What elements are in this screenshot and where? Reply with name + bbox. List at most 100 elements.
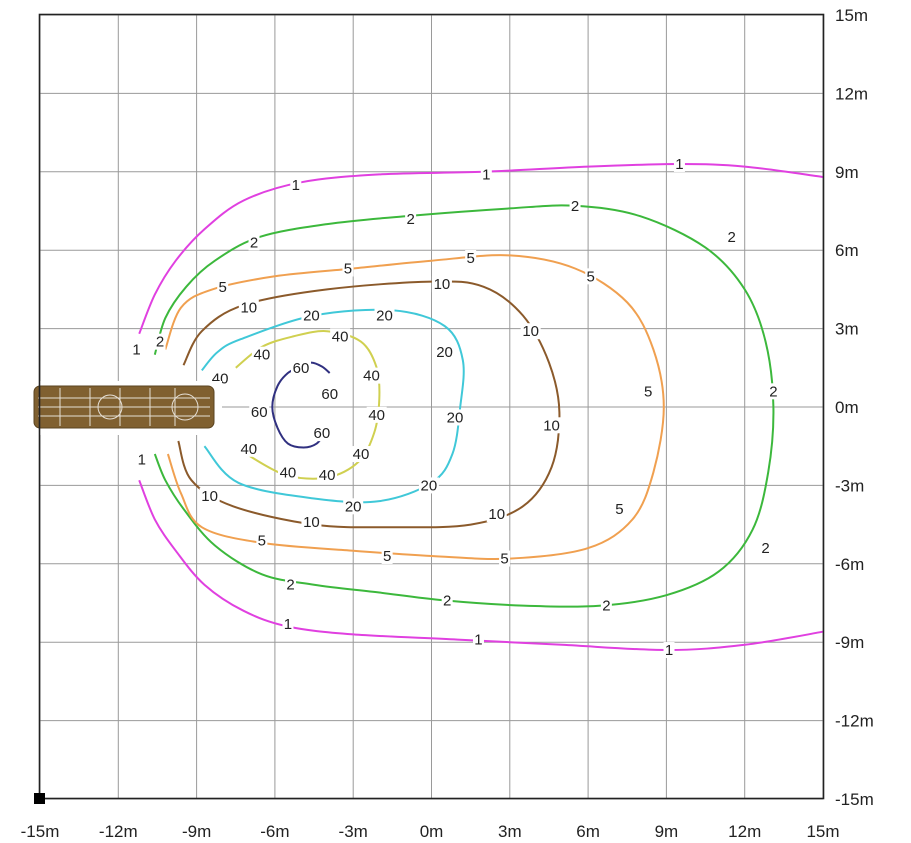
contour-label-bg [311, 425, 332, 442]
y-tick-label: -6m [835, 555, 864, 574]
light-fixture-icon [22, 381, 222, 435]
y-tick-label: 3m [835, 320, 859, 339]
contour-label-1: 1 [292, 177, 300, 194]
x-tick-label: -15m [21, 822, 60, 841]
contour-label-bg [434, 344, 455, 361]
y-tick-label: -3m [835, 476, 864, 495]
contour-label-10: 10 [522, 323, 539, 340]
x-tick-label: -12m [99, 822, 138, 841]
contour-label-bg [282, 615, 294, 632]
x-axis-tick-labels: -15m -12m -9m -6m -3m 0m 3m 6m 9m 12m 15m [21, 822, 840, 841]
contour-label-5: 5 [383, 548, 391, 565]
contour-label-bg [374, 307, 395, 324]
contour-label-bg [277, 464, 298, 481]
contour-label-2: 2 [602, 598, 610, 615]
contour-label-40: 40 [319, 467, 336, 484]
contour-label-bg [441, 592, 453, 609]
contour-label-40: 40 [280, 464, 297, 481]
contour-label-1: 1 [474, 632, 482, 649]
contour-label-bg [361, 367, 382, 384]
contour-label-2: 2 [761, 540, 769, 557]
y-tick-label: -12m [835, 712, 874, 731]
contour-label-2: 2 [156, 334, 164, 351]
contour-label-bg [726, 229, 738, 246]
contour-label-bg [199, 487, 220, 504]
contour-label-5: 5 [344, 260, 352, 277]
contour-label-bg [767, 383, 779, 400]
contour-label-bg [499, 550, 511, 567]
contour-label-1: 1 [482, 166, 490, 183]
contour-label-2: 2 [406, 211, 414, 228]
y-tick-label: 0m [835, 398, 859, 417]
contour-label-bg [541, 417, 562, 434]
contour-label-bg [317, 466, 338, 483]
contour-label-10: 10 [488, 506, 505, 523]
contour-label-5: 5 [219, 279, 227, 296]
contour-line-5-3 [164, 254, 665, 560]
contour-label-40: 40 [368, 407, 385, 424]
contour-label-5: 5 [644, 383, 652, 400]
contour-label-10: 10 [543, 417, 560, 434]
contour-label-bg [342, 260, 354, 277]
contour-line-1-0 [138, 162, 824, 335]
contour-label-2: 2 [443, 592, 451, 609]
contour-label-20: 20 [303, 308, 320, 325]
contour-label-bg [642, 383, 654, 400]
contour-label-2: 2 [286, 577, 294, 594]
contour-label-bg [381, 547, 393, 564]
contour-label-bg [248, 234, 260, 251]
x-tick-label: -3m [339, 822, 368, 841]
contour-label-2: 2 [727, 229, 735, 246]
contour-label-2: 2 [571, 198, 579, 215]
contour-label-20: 20 [345, 498, 362, 515]
contour-line-10-4 [177, 280, 561, 529]
contour-label-bg [256, 532, 268, 549]
contour-label-bg [319, 385, 340, 402]
contour-label-10: 10 [201, 488, 218, 505]
contour-label-bg [249, 404, 270, 421]
contour-label-20: 20 [376, 308, 393, 325]
contour-label-bg [343, 498, 364, 515]
contour-label-bg [431, 276, 452, 293]
x-tick-label: 15m [806, 822, 839, 841]
origin-marker [34, 793, 45, 804]
contour-label-bg [131, 341, 143, 358]
contour-label-1: 1 [665, 642, 673, 659]
contour-label-bg [238, 440, 259, 457]
y-tick-label: 12m [835, 84, 868, 103]
contour-label-10: 10 [240, 300, 257, 317]
contour-label-bg [480, 166, 492, 183]
contour-label-bg [613, 500, 625, 517]
y-tick-label: -9m [835, 633, 864, 652]
contour-label-bg [444, 409, 465, 426]
contour-label-5: 5 [615, 501, 623, 518]
contour-label-2: 2 [769, 383, 777, 400]
contour-label-20: 20 [421, 477, 438, 494]
contour-label-1: 1 [138, 451, 146, 468]
y-axis-tick-labels: 15m 12m 9m 6m 3m 0m -3m -6m -9m -12m -15m [835, 6, 874, 809]
contour-label-bg [673, 155, 685, 172]
contour-label-40: 40 [363, 368, 380, 385]
contour-label-20: 20 [436, 344, 453, 361]
contour-label-40: 40 [353, 446, 370, 463]
x-tick-label: 3m [498, 822, 522, 841]
contour-label-1: 1 [132, 342, 140, 359]
x-tick-label: 12m [728, 822, 761, 841]
contour-label-60: 60 [293, 360, 310, 377]
contour-label-bg [154, 333, 166, 350]
y-tick-label: 9m [835, 163, 859, 182]
y-tick-label: 6m [835, 241, 859, 260]
contour-label-5: 5 [587, 268, 595, 285]
contour-label-bg [663, 642, 675, 659]
x-tick-label: 6m [576, 822, 600, 841]
contour-label-bg [486, 506, 507, 523]
contour-label-1: 1 [675, 156, 683, 173]
plot-frame [38, 13, 825, 800]
contour-label-bg [569, 197, 581, 214]
contour-label-bg [585, 268, 597, 285]
contour-label-bg [405, 210, 417, 227]
contour-label-40: 40 [254, 347, 271, 364]
contour-label-60: 60 [321, 386, 338, 403]
y-tick-label: 15m [835, 6, 868, 25]
